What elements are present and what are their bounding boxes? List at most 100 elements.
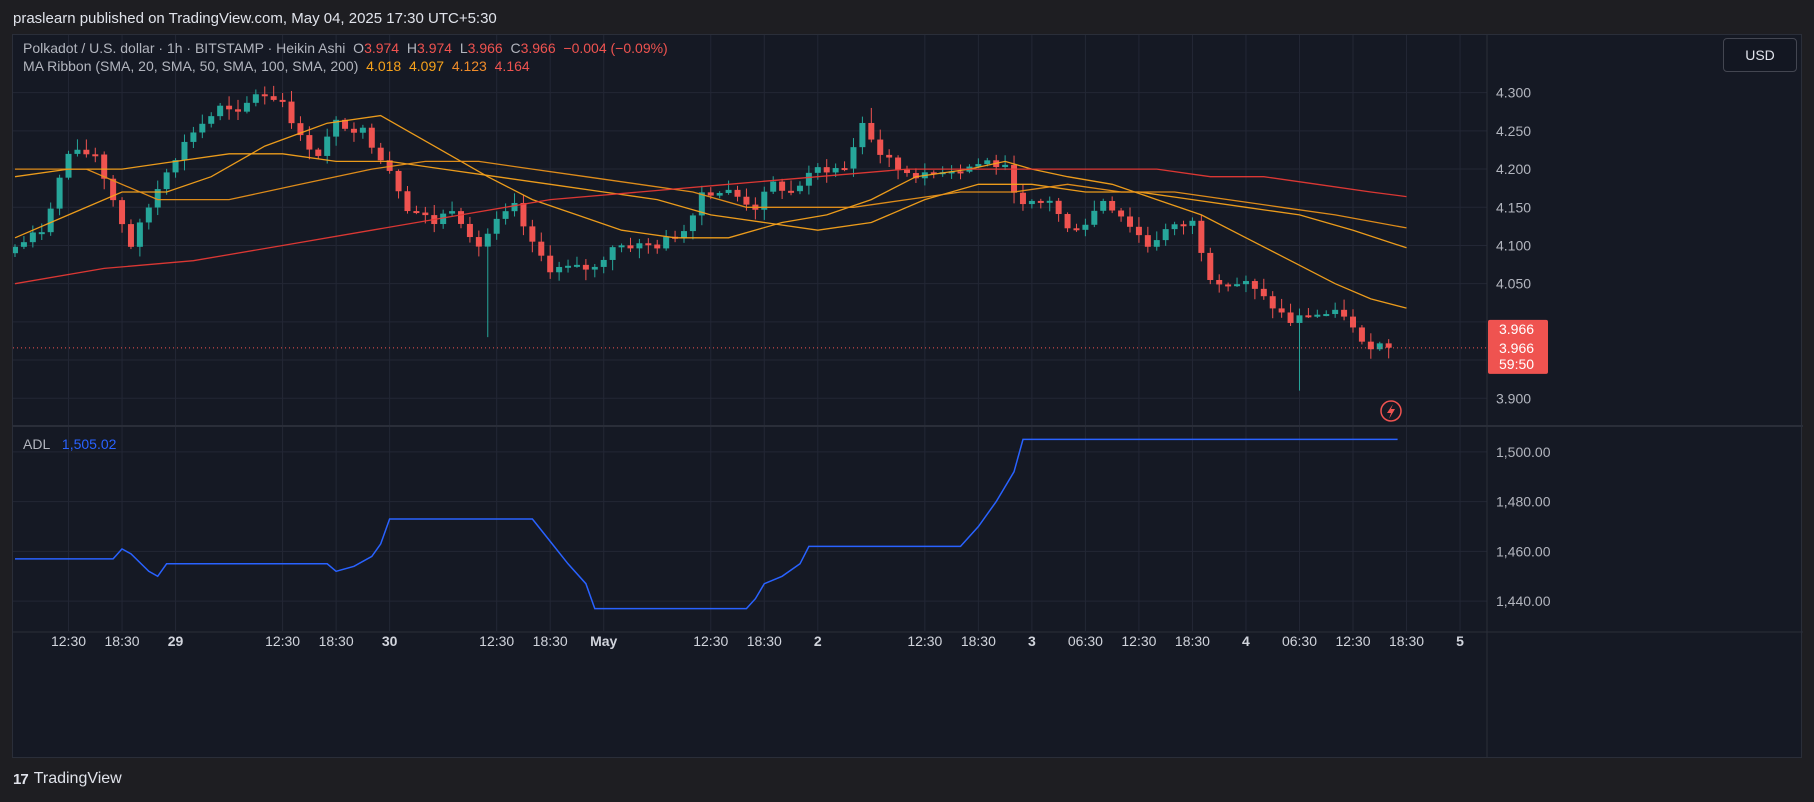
brand[interactable]: 17 TradingView xyxy=(13,770,122,788)
candle-body xyxy=(779,181,786,191)
candle-body xyxy=(877,139,884,155)
candle-body xyxy=(1100,200,1107,211)
candle-body xyxy=(1127,216,1133,227)
candle-body xyxy=(235,109,241,112)
candle-body xyxy=(1350,316,1356,328)
time-tick-label: 2 xyxy=(814,633,822,649)
candle-body xyxy=(270,96,277,100)
candle-body xyxy=(466,223,473,238)
ma200-value: 4.164 xyxy=(494,58,530,74)
candle-body xyxy=(859,122,866,148)
ma-ribbon-title[interactable]: MA Ribbon (SMA, 20, SMA, 50, SMA, 100, S… xyxy=(23,58,359,74)
price-tick-label: 4.050 xyxy=(1496,276,1531,292)
candle-body xyxy=(252,94,259,103)
candle-body xyxy=(1144,235,1151,247)
candle-body xyxy=(208,116,215,124)
candle-body xyxy=(511,202,518,212)
candle-body xyxy=(1162,229,1169,241)
candle-body xyxy=(1037,200,1044,203)
candle-body xyxy=(556,266,563,273)
price-tag-box xyxy=(1488,319,1548,374)
time-tick-label: 30 xyxy=(382,633,398,649)
candle-body xyxy=(333,119,340,137)
candle-body xyxy=(663,236,670,249)
chart-frame[interactable]: 3.900 4.050 4.100 4.150 4.200 4.250 4.300 1,440… xyxy=(12,34,1803,759)
candle-body xyxy=(350,128,357,133)
candle-body xyxy=(689,215,696,232)
candle-body xyxy=(154,189,161,208)
candle-body xyxy=(297,123,304,136)
candle-body xyxy=(1287,312,1294,323)
candle-body xyxy=(1216,279,1223,285)
adl-title[interactable]: ADL xyxy=(23,436,51,452)
candle-body xyxy=(74,149,81,154)
candle-body xyxy=(1011,164,1018,193)
candle-body xyxy=(288,101,295,124)
candle-body xyxy=(912,173,919,179)
candle-body xyxy=(645,243,652,246)
time-tick-label: 18:30 xyxy=(1389,633,1424,649)
candle-body xyxy=(56,177,63,209)
candle-body xyxy=(1323,314,1330,317)
candle-body xyxy=(190,132,197,142)
time-tick-label: 06:30 xyxy=(1282,633,1317,649)
candle-body xyxy=(1171,224,1178,230)
candle-body xyxy=(324,136,331,156)
candle-body xyxy=(413,211,420,214)
candle-body xyxy=(904,169,910,174)
candle-body xyxy=(582,264,589,270)
candle-body xyxy=(199,123,206,133)
bar-countdown: 59:50 xyxy=(1499,356,1534,372)
candle-body xyxy=(1073,228,1080,231)
candle-body xyxy=(796,185,803,192)
candle-body xyxy=(145,207,152,223)
price-tick-label: 4.150 xyxy=(1496,199,1531,215)
candle-body xyxy=(520,202,527,227)
footer xyxy=(0,758,1814,802)
ma100-value: 4.123 xyxy=(451,58,487,74)
ma100-line xyxy=(15,160,1407,229)
candle-body xyxy=(1109,200,1116,211)
candle-body xyxy=(627,245,634,249)
candle-body xyxy=(13,246,18,254)
symbol-title[interactable]: Polkadot / U.S. dollar · 1h · BITSTAMP ·… xyxy=(23,40,346,56)
candle-body xyxy=(1064,214,1071,229)
currency-button[interactable]: USD xyxy=(1723,38,1797,72)
ma-ribbon-legend[interactable]: MA Ribbon (SMA, 20, SMA, 50, SMA, 100, S… xyxy=(23,58,530,74)
candle-body xyxy=(422,212,429,216)
candle-body xyxy=(1367,341,1374,350)
adl-legend[interactable]: ADL 1,505.02 xyxy=(23,436,116,452)
candle-body xyxy=(127,224,134,247)
symbol-legend[interactable]: Polkadot / U.S. dollar · 1h · BITSTAMP ·… xyxy=(23,40,668,56)
candle-body xyxy=(172,160,179,173)
candle-body xyxy=(573,264,580,267)
adl-value: 1,505.02 xyxy=(61,436,117,452)
price-tick-label: 4.100 xyxy=(1496,237,1531,253)
candle-body xyxy=(841,168,848,171)
candle-body xyxy=(886,154,893,158)
candle-body xyxy=(1019,192,1026,205)
candle-body xyxy=(707,192,714,196)
candle-body xyxy=(20,242,27,247)
candle-body xyxy=(404,191,411,212)
candle-body xyxy=(609,247,616,260)
price-change: −0.004 (−0.09%) xyxy=(563,40,668,56)
candle-body xyxy=(47,208,54,233)
candle-body xyxy=(342,119,349,129)
time-tick-label: 18:30 xyxy=(747,633,782,649)
publish-bar: praslearn published on TradingView.com, … xyxy=(0,0,1814,34)
open-label: O xyxy=(353,40,365,56)
adl-tick-label: 1,480.00 xyxy=(1496,494,1551,510)
time-tick-label: 29 xyxy=(168,633,184,649)
candle-body xyxy=(681,231,687,239)
chart-canvas[interactable]: 3.900 4.050 4.100 4.150 4.200 4.250 4.300 1,440… xyxy=(13,35,1803,759)
time-tick-label: 5 xyxy=(1456,633,1464,649)
close-value: 3.966 xyxy=(520,40,556,56)
candle-body xyxy=(101,154,108,179)
candle-body xyxy=(1055,200,1062,215)
close-price-tag: 3.966 xyxy=(1499,340,1534,356)
candle-body xyxy=(761,191,768,210)
candle-body xyxy=(1242,281,1249,285)
adl-tick-label: 1,460.00 xyxy=(1496,543,1551,559)
time-tick-label: 18:30 xyxy=(105,633,140,649)
